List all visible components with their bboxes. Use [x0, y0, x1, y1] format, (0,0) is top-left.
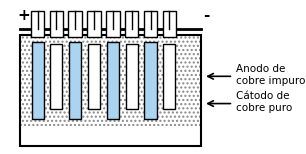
- Text: +: +: [17, 8, 30, 23]
- Bar: [144, 42, 157, 119]
- Bar: [20, 35, 201, 146]
- Bar: [20, 35, 201, 126]
- Bar: [88, 44, 100, 109]
- Bar: [87, 11, 101, 37]
- Text: Anodo de
cobre impuro: Anodo de cobre impuro: [236, 64, 305, 86]
- Bar: [32, 42, 44, 119]
- Bar: [69, 11, 82, 37]
- Bar: [163, 44, 175, 109]
- Bar: [31, 11, 44, 37]
- Bar: [50, 44, 62, 109]
- Bar: [69, 42, 81, 119]
- Text: Cátodo de
cobre puro: Cátodo de cobre puro: [236, 91, 292, 113]
- Bar: [50, 11, 63, 37]
- Bar: [144, 11, 157, 37]
- Bar: [107, 42, 119, 119]
- Bar: [125, 11, 139, 37]
- Text: -: -: [203, 8, 210, 23]
- Bar: [106, 11, 120, 37]
- Bar: [162, 11, 176, 37]
- Bar: [126, 44, 138, 109]
